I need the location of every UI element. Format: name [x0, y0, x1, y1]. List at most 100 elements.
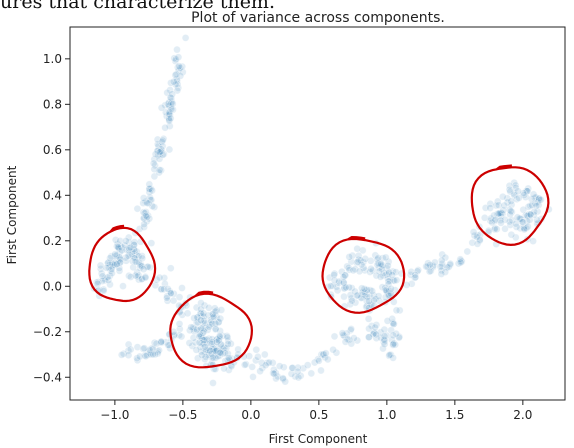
scatter-point — [395, 333, 403, 342]
scatter-point — [169, 77, 178, 86]
scatter-point — [384, 261, 392, 270]
y-tick-label: 0.2 — [43, 234, 62, 248]
scatter-point — [167, 264, 175, 273]
x-tick-label: −1.0 — [100, 408, 129, 422]
scatter-point — [532, 202, 541, 210]
scatter-point — [131, 257, 140, 266]
scatter-point — [211, 347, 220, 355]
scatter-point — [198, 351, 206, 359]
scatter-point — [166, 93, 175, 102]
scatter-point — [140, 223, 148, 231]
scatter-point — [323, 355, 332, 364]
scatter-point — [197, 305, 205, 314]
scatter-point — [506, 187, 515, 196]
scatter-point — [138, 254, 147, 263]
hand-drawn-circle-annotation — [169, 290, 254, 369]
scatter-point — [113, 260, 121, 268]
scatter-point — [197, 299, 205, 307]
hand-drawn-circle-annotation — [321, 235, 406, 314]
scatter-point — [342, 283, 350, 292]
scatter-point — [437, 270, 446, 278]
x-tick-label: 1.5 — [445, 408, 464, 422]
scatter-point — [372, 321, 381, 329]
scatter-point — [144, 262, 152, 271]
scatter-point — [115, 264, 124, 272]
scatter-point — [307, 369, 316, 378]
scatter-point — [199, 309, 208, 318]
scatter-point — [160, 285, 168, 294]
scatter-point — [137, 275, 146, 284]
scatter-point — [407, 267, 416, 276]
scatter-point — [339, 278, 348, 287]
scatter-point — [384, 277, 393, 286]
scatter-point — [406, 271, 415, 279]
scatter-point — [167, 289, 175, 298]
scatter-point — [507, 230, 516, 239]
scatter-point — [124, 351, 133, 360]
scatter-point — [368, 287, 377, 295]
scatter-points-layer — [90, 34, 553, 387]
scatter-point — [350, 334, 358, 342]
scatter-point — [376, 328, 385, 337]
scatter-point — [484, 226, 493, 235]
scatter-point — [211, 319, 220, 328]
scatter-point — [115, 267, 124, 275]
scatter-point — [149, 350, 157, 359]
scatter-point — [224, 340, 232, 348]
y-tick-label: 0.4 — [43, 188, 62, 202]
scatter-point — [159, 136, 167, 145]
y-axis-ticks: −0.4 −0.2 0.0 0.2 0.4 0.6 0.8 1.0 — [33, 52, 70, 384]
scatter-point — [527, 195, 536, 203]
scatter-point — [256, 367, 264, 376]
scatter-point — [492, 225, 501, 233]
scatter-point — [275, 362, 284, 370]
scatter-point — [141, 273, 150, 282]
scatter-point — [513, 213, 522, 222]
scatter-point — [365, 333, 373, 341]
scatter-point — [224, 354, 233, 362]
scatter-point — [131, 271, 140, 280]
scatter-point — [422, 262, 430, 271]
scatter-point — [155, 166, 164, 174]
y-tick-label: −0.2 — [33, 325, 62, 339]
scatter-point — [503, 194, 512, 203]
scatter-point — [126, 243, 135, 252]
scatter-point — [164, 341, 172, 349]
scatter-point — [136, 352, 144, 361]
scatter-point — [519, 205, 528, 214]
scatter-point — [392, 276, 401, 284]
scatter-point — [351, 287, 359, 296]
annotation-layer — [88, 164, 550, 369]
scatter-point — [310, 358, 319, 367]
scatter-point — [330, 271, 338, 279]
scatter-point — [486, 204, 495, 212]
scatter-point — [157, 104, 166, 112]
scatter-point — [480, 214, 489, 222]
scatter-point — [97, 269, 106, 278]
scatter-point — [530, 207, 539, 216]
scatter-point — [166, 114, 175, 123]
scatter-point — [172, 70, 181, 78]
scatter-point — [257, 358, 266, 367]
plot-area-frame — [69, 26, 566, 401]
scatter-point — [201, 342, 209, 351]
scatter-point — [197, 324, 205, 333]
scatter-point — [240, 361, 249, 369]
scatter-point — [165, 145, 174, 154]
scatter-point — [143, 213, 151, 221]
x-tick-label: 0.5 — [309, 408, 328, 422]
scatter-point — [126, 345, 135, 354]
scatter-point — [326, 282, 335, 290]
scatter-point — [340, 292, 348, 301]
hand-drawn-circle-annotation — [470, 164, 550, 247]
scatter-point — [187, 323, 195, 332]
x-tick-label: 1.0 — [377, 408, 396, 422]
scatter-point — [348, 296, 356, 305]
scatter-point — [505, 217, 514, 226]
scatter-point — [98, 272, 107, 281]
scatter-point — [499, 206, 508, 214]
scatter-point — [192, 303, 201, 312]
scatter-point — [515, 194, 523, 202]
scatter-point — [357, 260, 366, 269]
scatter-point — [117, 351, 126, 359]
